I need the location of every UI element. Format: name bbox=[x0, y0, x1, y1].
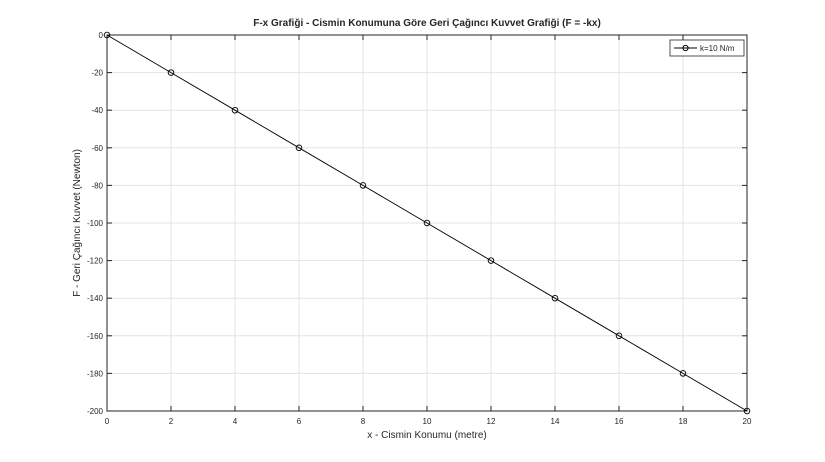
x-tick-label: 2 bbox=[169, 417, 174, 426]
x-tick-label: 18 bbox=[679, 417, 688, 426]
y-tick-label: -200 bbox=[87, 407, 104, 416]
y-tick-label: 0 bbox=[99, 31, 104, 40]
legend-marker bbox=[682, 44, 689, 52]
legend-box bbox=[669, 39, 745, 57]
y-tick-label: -120 bbox=[87, 257, 104, 266]
data-point bbox=[231, 106, 239, 114]
x-tick-label: 20 bbox=[743, 417, 752, 426]
data-point bbox=[295, 144, 303, 152]
legend: k=10 N/m bbox=[669, 39, 745, 57]
data-point bbox=[359, 182, 367, 189]
data-point bbox=[103, 31, 111, 39]
y-tick-label: -60 bbox=[91, 144, 103, 153]
data-point bbox=[551, 294, 559, 302]
axes-box bbox=[106, 34, 748, 412]
x-tick-label: 0 bbox=[105, 417, 110, 426]
y-tick-label: -40 bbox=[91, 106, 103, 115]
chart-title: F-x Grafiği - Cismin Konumuna Göre Geri … bbox=[253, 18, 601, 29]
data-point bbox=[615, 332, 623, 340]
y-tick-label: -180 bbox=[87, 369, 104, 378]
ticks: 0 2 4 6 8 10 12 14 16 18 20 0 -20 -40 -60 -80 -100 -120 -1… bbox=[87, 31, 752, 426]
data-point bbox=[487, 257, 495, 264]
series bbox=[103, 31, 751, 415]
y-tick-label: -80 bbox=[91, 181, 103, 190]
legend-label: k=10 N/m bbox=[700, 44, 735, 53]
data-point bbox=[679, 370, 687, 377]
series-line bbox=[106, 34, 748, 412]
y-axis-label: F - Geri Çağıncı Kuvvet (Newton) bbox=[72, 149, 83, 297]
y-tick-label: -20 bbox=[91, 69, 103, 78]
x-tick-label: 10 bbox=[423, 417, 432, 426]
x-tick-label: 12 bbox=[487, 417, 496, 426]
x-axis-label: x - Cismin Konumu (metre) bbox=[367, 430, 486, 441]
x-tick-label: 4 bbox=[233, 417, 238, 426]
data-point bbox=[423, 219, 431, 227]
y-tick-label: -160 bbox=[87, 332, 104, 341]
x-tick-label: 14 bbox=[551, 417, 560, 426]
data-point bbox=[167, 69, 175, 76]
x-tick-label: 6 bbox=[297, 417, 302, 426]
y-tick-label: -100 bbox=[87, 219, 104, 228]
x-tick-label: 8 bbox=[361, 417, 366, 426]
y-tick-label: -140 bbox=[87, 294, 104, 303]
x-tick-label: 16 bbox=[615, 417, 624, 426]
data-point bbox=[743, 407, 751, 415]
